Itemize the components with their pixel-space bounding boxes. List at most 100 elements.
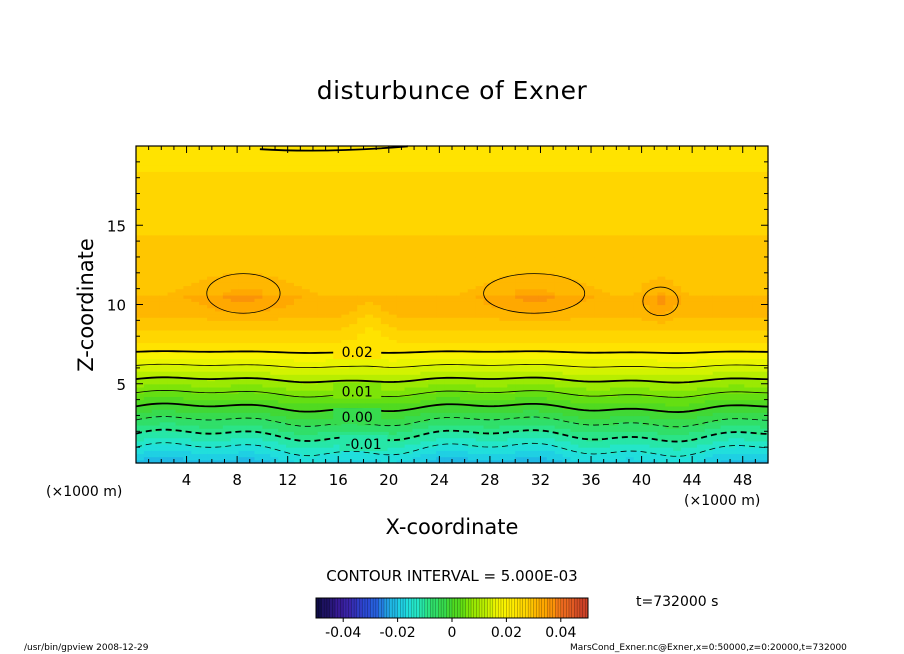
field-cell bbox=[396, 390, 406, 394]
field-cell bbox=[254, 393, 263, 398]
field-cell bbox=[191, 165, 200, 169]
field-cell bbox=[254, 215, 263, 220]
field-cell bbox=[207, 158, 216, 163]
field-cell bbox=[238, 168, 248, 172]
field-cell bbox=[254, 228, 263, 233]
field-cell bbox=[349, 275, 358, 280]
field-cell bbox=[467, 269, 477, 274]
field-cell bbox=[191, 288, 200, 293]
field-cell bbox=[507, 149, 516, 153]
field-cell bbox=[420, 342, 429, 347]
field-cell bbox=[262, 260, 271, 264]
field-cell bbox=[175, 307, 184, 312]
field-cell bbox=[167, 456, 177, 461]
field-cell bbox=[278, 225, 287, 230]
field-cell bbox=[420, 285, 429, 290]
field-cell bbox=[523, 405, 532, 410]
field-cell bbox=[499, 206, 508, 210]
field-cell bbox=[467, 180, 477, 185]
field-cell bbox=[262, 288, 271, 293]
field-cell bbox=[412, 158, 421, 163]
field-cell bbox=[294, 180, 303, 185]
field-cell bbox=[230, 342, 240, 347]
field-cell bbox=[175, 272, 184, 277]
field-cell bbox=[215, 263, 224, 268]
field-cell bbox=[420, 269, 429, 274]
field-cell bbox=[143, 380, 153, 385]
field-cell bbox=[207, 415, 216, 420]
field-cell bbox=[230, 418, 240, 423]
field-cell bbox=[183, 263, 192, 268]
field-cell bbox=[436, 307, 445, 312]
field-cell bbox=[199, 275, 208, 280]
field-cell bbox=[136, 301, 145, 306]
field-cell bbox=[262, 456, 271, 461]
field-cell bbox=[459, 415, 469, 420]
field-cell bbox=[199, 447, 208, 451]
field-cell bbox=[333, 402, 342, 407]
field-cell bbox=[159, 323, 169, 328]
field-cell bbox=[428, 358, 437, 363]
field-cell bbox=[278, 409, 287, 413]
field-cell bbox=[278, 434, 287, 439]
field-cell bbox=[341, 158, 350, 163]
field-cell bbox=[412, 225, 421, 230]
field-cell bbox=[373, 209, 382, 214]
field-cell bbox=[262, 253, 271, 258]
field-cell bbox=[262, 307, 271, 312]
field-cell bbox=[452, 355, 461, 359]
field-cell bbox=[294, 288, 303, 293]
field-cell bbox=[191, 386, 200, 391]
field-cell bbox=[167, 231, 177, 236]
field-cell bbox=[317, 323, 327, 328]
field-cell bbox=[191, 218, 200, 223]
field-cell bbox=[428, 323, 437, 328]
field-cell bbox=[515, 294, 524, 299]
field-cell bbox=[396, 168, 406, 172]
field-cell bbox=[507, 333, 516, 337]
field-cell bbox=[294, 374, 303, 379]
field-cell bbox=[523, 358, 532, 363]
field-cell bbox=[499, 250, 508, 255]
field-cell bbox=[325, 203, 335, 207]
field-cell bbox=[317, 326, 327, 331]
field-cell bbox=[230, 298, 240, 302]
field-cell bbox=[515, 412, 524, 417]
field-cell bbox=[278, 307, 287, 312]
field-cell bbox=[246, 199, 256, 204]
field-cell bbox=[467, 244, 477, 249]
field-cell bbox=[491, 355, 500, 359]
field-cell bbox=[404, 434, 414, 439]
field-cell bbox=[207, 352, 216, 356]
field-cell bbox=[420, 241, 429, 245]
field-cell bbox=[270, 339, 279, 344]
field-cell bbox=[199, 399, 208, 404]
field-cell bbox=[215, 345, 224, 350]
field-cell bbox=[341, 196, 350, 201]
field-cell bbox=[507, 393, 516, 398]
field-cell bbox=[222, 228, 232, 233]
field-cell bbox=[215, 355, 224, 359]
field-cell bbox=[459, 155, 469, 160]
field-cell bbox=[428, 158, 437, 163]
field-cell bbox=[515, 193, 524, 198]
field-cell bbox=[222, 424, 232, 429]
field-cell bbox=[301, 184, 311, 188]
field-cell bbox=[452, 237, 461, 242]
field-cell bbox=[136, 256, 145, 261]
field-cell bbox=[262, 399, 271, 404]
field-cell bbox=[436, 314, 445, 318]
field-cell bbox=[452, 377, 461, 382]
field-cell bbox=[444, 203, 453, 207]
field-cell bbox=[436, 421, 445, 426]
field-cell bbox=[380, 218, 390, 223]
field-cell bbox=[230, 453, 240, 458]
field-cell bbox=[278, 314, 287, 318]
field-cell bbox=[396, 418, 406, 423]
field-cell bbox=[436, 304, 445, 309]
field-cell bbox=[294, 386, 303, 391]
field-cell bbox=[388, 377, 398, 382]
field-cell bbox=[515, 443, 524, 448]
field-cell bbox=[175, 282, 184, 287]
field-cell bbox=[317, 253, 327, 258]
